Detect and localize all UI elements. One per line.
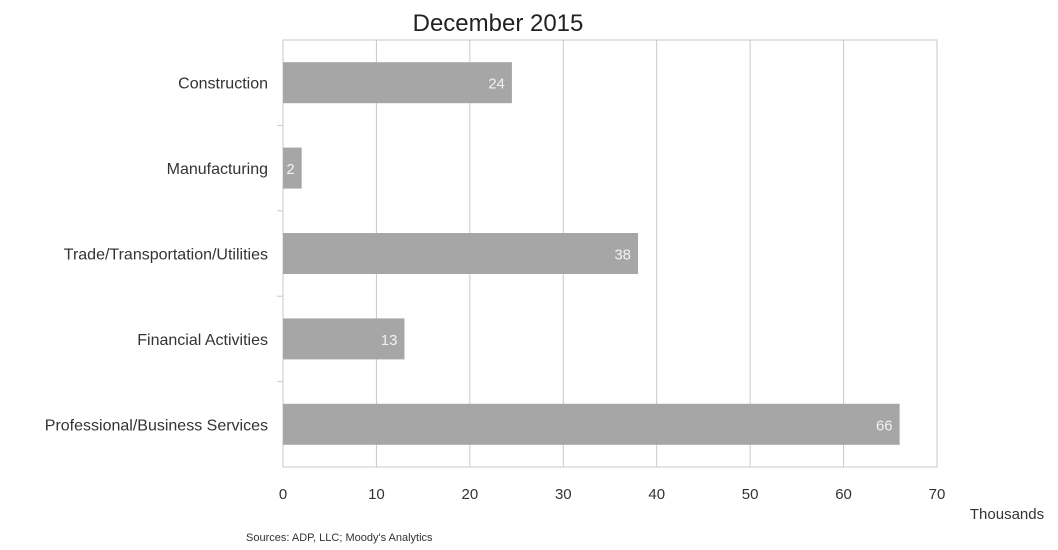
label-layer: Construction 24 Manufacturing 2 Trade/Transp… xyxy=(45,76,893,435)
data-label: 13 xyxy=(381,332,398,349)
bar xyxy=(283,318,405,360)
x-axis-unit-label: Thousands xyxy=(970,506,1044,523)
data-label: 66 xyxy=(876,417,893,434)
x-tick-label: 50 xyxy=(742,486,759,503)
grid-layer xyxy=(282,39,938,468)
category-label: Professional/Business Services xyxy=(45,417,268,434)
bar xyxy=(283,147,302,189)
x-tick-label: 40 xyxy=(648,486,665,503)
bar xyxy=(283,233,639,274)
category-label: Construction xyxy=(178,76,268,93)
tick-layer: 0 10 20 30 40 50 60 70 xyxy=(277,124,946,503)
data-label: 2 xyxy=(286,161,294,178)
category-label: Financial Activities xyxy=(137,332,268,349)
x-tick-label: 10 xyxy=(368,486,385,503)
category-label: Trade/Transportation/Utilities xyxy=(64,247,268,264)
data-label: 38 xyxy=(614,247,631,264)
x-tick-label: 70 xyxy=(929,486,946,503)
x-tick-label: 20 xyxy=(462,486,479,503)
x-tick-label: 0 xyxy=(279,486,287,503)
x-tick-label: 60 xyxy=(835,486,852,503)
bar xyxy=(283,403,900,445)
bar-layer xyxy=(283,62,900,445)
chart-title: December 2015 xyxy=(413,10,584,37)
data-label: 24 xyxy=(488,76,505,93)
source-note: Sources: ADP, LLC; Moody's Analytics xyxy=(246,532,433,544)
category-label: Manufacturing xyxy=(167,161,268,178)
bar xyxy=(283,62,512,104)
x-tick-label: 30 xyxy=(555,486,572,503)
